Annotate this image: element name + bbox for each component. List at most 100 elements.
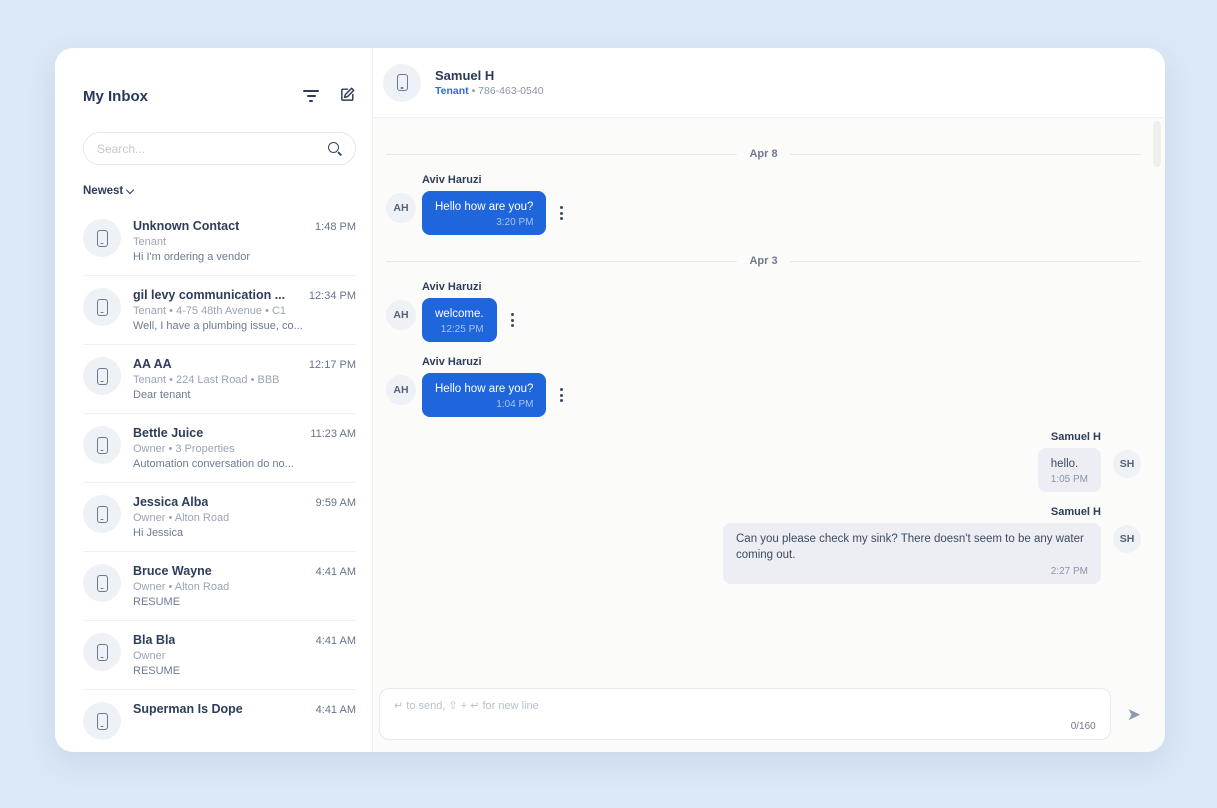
conversation-preview: Hi Jessica [133,527,184,539]
sender-avatar: SH [1113,450,1141,479]
message-time: 12:25 PM [440,324,484,336]
conversation-preview: RESUME [133,665,181,677]
conversation-body: Jessica Alba 9:59 AM Owner • Alton Road … [133,495,356,539]
conversation-list: Unknown Contact 1:48 PM Tenant Hi I'm or… [83,207,356,752]
sort-label: Newest [83,185,124,197]
contact-role: Tenant [435,85,469,97]
filter-button[interactable] [303,90,319,102]
conversation-name: Jessica Alba [133,495,209,509]
message-bubble: Can you please check my sink? There does… [723,523,1101,584]
filter-icon [303,90,319,102]
conversation-subtitle: Tenant • 224 Last Road • BBB [133,374,280,386]
conversation-time: 9:59 AM [315,497,356,509]
sidebar-header: My Inbox [83,86,356,106]
sender-name: Aviv Haruzi [422,356,482,369]
contact-avatar [383,63,421,102]
conversation-time: 12:17 PM [308,359,356,371]
sender-name: Samuel H [1050,506,1101,519]
sender-name: Aviv Haruzi [422,281,482,294]
conversation-name: Bettle Juice [133,426,204,440]
conversation-name: Bruce Wayne [133,564,212,578]
conversation-body: Unknown Contact 1:48 PM Tenant Hi I'm or… [133,219,356,263]
conversation-time: 11:23 AM [310,428,356,440]
divider-line [789,153,1141,155]
conversation-time: 4:41 AM [315,704,356,716]
phone-icon [96,436,108,454]
message-time: 3:20 PM [496,217,534,229]
conversation-item[interactable]: gil levy communication ... 12:34 PM Tena… [83,276,356,345]
sender-avatar: AH [386,300,416,331]
search-box [83,132,356,165]
conversation-preview: Automation conversation do no... [133,458,294,470]
conversation-item[interactable]: Unknown Contact 1:48 PM Tenant Hi I'm or… [83,207,356,276]
conversation-name: AA AA [133,357,172,371]
conversation-item[interactable]: Bla Bla 4:41 AM Owner RESUME [83,621,356,690]
contact-phone: 786-463-0540 [478,85,544,97]
avatar [83,288,121,326]
conversation-subtitle: Tenant • 4-75 48th Avenue • C1 [133,305,287,317]
message-list: Apr 8 Aviv Haruzi AH Hello how are you? … [373,118,1165,682]
conversation-item[interactable]: Superman Is Dope 4:41 AM [83,690,356,752]
phone-icon [96,298,108,316]
kebab-menu-icon [560,206,564,210]
conversation-item[interactable]: Jessica Alba 9:59 AM Owner • Alton Road … [83,483,356,552]
conversation-time: 4:41 AM [315,566,356,578]
date-divider-label: Apr 3 [749,255,778,268]
conversation-subtitle: Owner • 3 Properties [133,443,235,455]
message-menu-button[interactable] [558,386,565,404]
divider-line [789,260,1141,262]
message-time: 1:04 PM [496,399,534,411]
sort-dropdown[interactable]: Newest [83,185,134,197]
compose-button[interactable] [339,86,356,106]
message-menu-button[interactable] [558,204,565,222]
composer: 0/160 ➤ [373,682,1165,752]
search-input[interactable] [97,141,328,156]
conversation-preview: RESUME [133,596,181,608]
contact-name: Samuel H [435,68,495,83]
date-divider: Apr 3 [386,255,1141,267]
sidebar-actions [303,86,356,106]
phone-icon [96,229,108,247]
divider-line [386,153,738,155]
message-group-incoming: Aviv Haruzi AH welcome. 12:25 PM [386,281,1141,343]
chat-panel: Samuel H Tenant • 786-463-0540 Apr 8 Avi… [372,48,1165,752]
message-time: 1:05 PM [1050,474,1088,486]
avatar [83,564,121,602]
compose-icon [339,86,356,106]
sender-avatar: AH [386,193,416,223]
message-text: Hello how are you? [435,383,534,396]
message-group-outgoing: Samuel H hello. 1:05 PM SH [386,431,1141,493]
message-input[interactable] [380,689,1110,723]
kebab-menu-icon [510,313,514,317]
phone-icon [396,74,408,91]
phone-icon [96,574,108,592]
contact-info: Samuel H Tenant • 786-463-0540 [435,68,544,97]
phone-icon [96,505,108,523]
message-text: Can you please check my sink? There does… [736,533,1084,562]
inbox-title: My Inbox [83,87,149,105]
conversation-body: gil levy communication ... 12:34 PM Tena… [133,288,356,332]
conversation-body: Superman Is Dope 4:41 AM [133,702,356,740]
sidebar: My Inbox Newest [55,48,372,752]
date-divider-label: Apr 8 [749,148,778,160]
conversation-item[interactable]: Bettle Juice 11:23 AM Owner • 3 Properti… [83,414,356,483]
conversation-name: gil levy communication ... [133,288,286,302]
send-button[interactable]: ➤ [1123,702,1145,727]
conversation-item[interactable]: AA AA 12:17 PM Tenant • 224 Last Road • … [83,345,356,414]
conversation-item[interactable]: Bruce Wayne 4:41 AM Owner • Alton Road R… [83,552,356,621]
scrollbar-thumb[interactable] [1153,121,1161,167]
message-menu-button[interactable] [509,311,516,329]
avatar [83,426,121,464]
conversation-time: 12:34 PM [308,290,356,302]
sender-name: Aviv Haruzi [422,174,482,186]
conversation-body: AA AA 12:17 PM Tenant • 224 Last Road • … [133,357,356,401]
message-group-incoming: Aviv Haruzi AH Hello how are you? 3:20 P… [386,174,1141,236]
avatar [83,219,121,257]
conversation-preview: Dear tenant [133,389,191,401]
sender-avatar: SH [1113,525,1141,554]
conversation-name: Bla Bla [133,633,176,647]
sender-name: Samuel H [1050,431,1101,444]
search-icon[interactable] [328,141,342,156]
conversation-time: 4:41 AM [315,635,356,647]
kebab-menu-icon [560,388,564,392]
